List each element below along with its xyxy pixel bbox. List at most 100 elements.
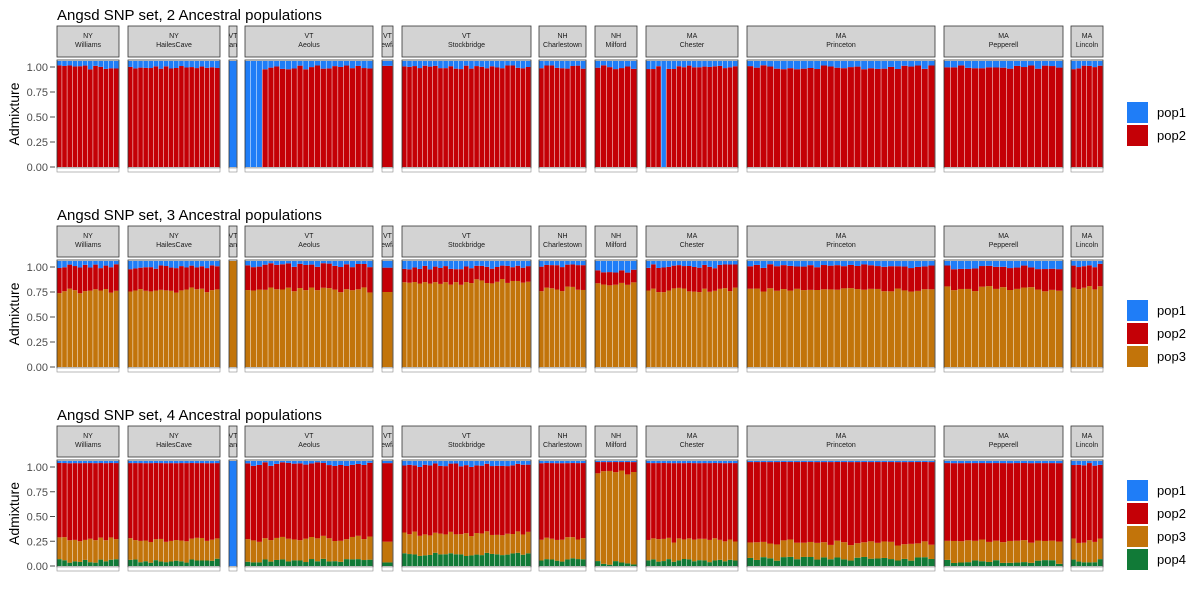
facet-site-label: Chester [680, 42, 705, 49]
admixture-bar-segment [153, 61, 159, 67]
admixture-bar-segment [505, 261, 510, 266]
admixture-bar-segment [382, 562, 393, 566]
admixture-bar-segment [88, 463, 93, 539]
admixture-bar-segment [888, 61, 895, 67]
admixture-bar-segment [1097, 261, 1103, 264]
admixture-bar-segment [666, 68, 672, 167]
admixture-bar-segment [320, 261, 326, 264]
facet-site-label: Lincoln [1076, 442, 1098, 449]
admixture-bar-segment [712, 268, 718, 291]
admixture-bar-segment [697, 292, 702, 367]
facet-strip [127, 25, 221, 58]
admixture-bar-segment [787, 290, 794, 367]
admixture-bar-segment [88, 61, 93, 70]
admixture-bar-segment [575, 289, 581, 367]
admixture-bar-segment [432, 61, 438, 66]
facet-strip [538, 425, 587, 458]
admixture-bar-segment [113, 68, 119, 167]
admixture-bar-segment [1007, 461, 1014, 464]
admixture-bar-segment [148, 68, 154, 167]
admixture-bar-segment [303, 464, 309, 539]
admixture-bar-segment [707, 562, 712, 566]
admixture-bar-segment [958, 261, 965, 269]
admixture-bar-segment [841, 61, 848, 69]
admixture-bar-segment [794, 542, 801, 560]
facet-site-label: HailesCave [156, 242, 192, 249]
admixture-bar-segment [402, 268, 407, 283]
admixture-bar-segment [525, 553, 531, 566]
admixture-bar-segment [303, 538, 309, 563]
admixture-bar-segment [505, 533, 510, 555]
admixture-bar-segment [820, 557, 828, 566]
admixture-bar-segment [209, 61, 215, 68]
admixture-bar-segment [484, 266, 490, 284]
admixture-bar-segment [88, 267, 93, 291]
admixture-bar-segment [1081, 61, 1087, 66]
admixture-bar-segment [229, 261, 237, 367]
admixture-bar-segment [98, 268, 103, 291]
admixture-bar-segment [148, 291, 154, 367]
legend-label: pop2 [1157, 506, 1186, 521]
admixture-bar-segment [712, 66, 718, 167]
admixture-bar-segment [595, 61, 601, 68]
admixture-bar-segment [539, 291, 544, 367]
admixture-bar-segment [1056, 269, 1063, 291]
admixture-bar-segment [143, 561, 148, 566]
admixture-bar-segment [314, 538, 321, 562]
admixture-bar-segment [262, 289, 268, 367]
admixture-bar-segment [760, 291, 767, 367]
admixture-bar-segment [686, 463, 692, 539]
admixture-bar-segment [72, 66, 78, 167]
admixture-bar-segment [881, 266, 888, 292]
admixture-bar-segment [245, 463, 251, 540]
admixture-bar-segment [854, 462, 861, 544]
admixture-bar-segment [407, 534, 412, 555]
legend-swatch [1127, 346, 1148, 367]
admixture-bar-segment [204, 67, 210, 167]
admixture-bar-segment [888, 461, 895, 463]
admixture-bar-segment [1087, 261, 1092, 266]
admixture-bar-segment [98, 537, 103, 560]
facet-axis-strip [645, 167, 739, 173]
admixture-bar-segment [847, 560, 854, 566]
admixture-bar-segment [767, 61, 774, 67]
admixture-bar-segment [867, 265, 875, 289]
admixture-bar-segment [979, 266, 986, 287]
facet-axis-strip [56, 167, 120, 173]
admixture-bar-segment [732, 264, 738, 288]
admixture-bar-segment [427, 465, 433, 536]
admixture-bar-segment [874, 68, 881, 167]
admixture-bar-segment [794, 69, 801, 167]
admixture-bar-segment [1081, 65, 1087, 167]
admixture-bar-segment [565, 463, 570, 538]
admixture-bar-segment [767, 462, 774, 544]
admixture-bar-segment [168, 261, 174, 268]
admixture-bar-segment [747, 557, 754, 566]
admixture-bar-segment [928, 544, 935, 559]
admixture-bar-segment [103, 461, 109, 464]
admixture-bar-segment [520, 61, 526, 69]
admixture-bar-segment [760, 267, 767, 292]
admixture-bar-segment [787, 539, 794, 557]
admixture-bar-segment [1087, 461, 1092, 464]
admixture-bar-segment [888, 541, 895, 560]
admixture-bar-segment [773, 290, 781, 367]
admixture-bar-segment [510, 267, 516, 281]
admixture-bar-segment [901, 61, 908, 66]
admixture-bar-segment [1014, 288, 1021, 367]
admixture-bar-segment [575, 559, 581, 566]
admixture-bar-segment [256, 289, 262, 367]
admixture-bar-segment [309, 559, 315, 566]
admixture-bar-segment [484, 552, 490, 566]
facet-strip [401, 25, 532, 58]
facet-state-label: MA [836, 233, 847, 240]
admixture-bar-segment [807, 462, 814, 542]
admixture-bar-segment [268, 61, 274, 68]
admixture-bar-segment [194, 461, 200, 464]
admixture-bar-segment [549, 265, 555, 289]
admixture-bar-segment [443, 461, 448, 467]
admixture-bar-segment [539, 461, 544, 464]
admixture-bar-segment [274, 289, 280, 367]
admixture-bar-segment [717, 559, 723, 566]
admixture-bar-segment [163, 266, 169, 291]
